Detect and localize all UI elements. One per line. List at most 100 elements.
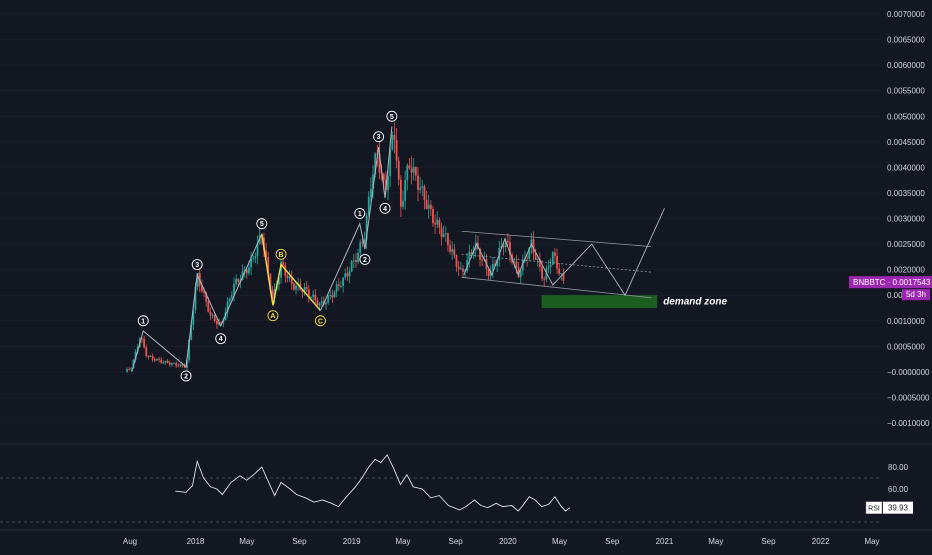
candle-body xyxy=(346,273,349,277)
price-tick-label: 0.0035000 xyxy=(887,189,925,198)
candle-body xyxy=(440,227,443,238)
candle-body xyxy=(444,233,447,235)
candle-body xyxy=(207,301,210,313)
price-tick-label: −0.0005000 xyxy=(887,393,930,402)
rsi-tick-label: 60.00 xyxy=(888,485,909,494)
candle-body xyxy=(402,200,404,207)
candle-body xyxy=(370,188,372,197)
wave-label-circle xyxy=(359,253,371,265)
candle-body xyxy=(222,320,225,323)
wave-label-circle xyxy=(137,315,149,327)
candle-body xyxy=(549,264,552,267)
candle-body xyxy=(417,175,419,190)
candle-body xyxy=(408,165,411,169)
time-tick-label: 2021 xyxy=(656,537,674,546)
candle-body xyxy=(177,365,180,367)
candle-body xyxy=(192,309,195,325)
candle-body xyxy=(359,242,362,253)
candle-body xyxy=(562,273,565,281)
candle-body xyxy=(447,233,449,246)
countdown-label: 5d 3h xyxy=(906,290,926,299)
time-tick-label: May xyxy=(552,537,567,546)
candle-body xyxy=(179,364,182,367)
candles-layer xyxy=(126,122,565,373)
candle-body xyxy=(318,303,321,306)
time-tick-label: Sep xyxy=(761,537,776,546)
candle-body xyxy=(141,338,143,340)
wave-label-text: 4 xyxy=(383,206,387,213)
candle-body xyxy=(254,256,257,259)
rsi-pane: 80.00 60.00 RSI 39.93 xyxy=(0,454,913,523)
wave-labels-layer: 1 2 3 4 5 A B C 1 2 3 4 5 xyxy=(137,110,398,382)
candle-body xyxy=(325,302,327,305)
rsi-value-tag xyxy=(883,501,913,514)
candle-body xyxy=(286,275,289,279)
candle-body xyxy=(280,261,282,278)
candle-body xyxy=(357,252,359,263)
wave-label-text: 2 xyxy=(184,373,188,380)
candle-body xyxy=(558,268,561,274)
candle-body xyxy=(237,278,240,282)
candle-body xyxy=(320,301,323,304)
candle-body xyxy=(168,362,171,365)
abc-correction-line xyxy=(261,233,321,311)
candle-body xyxy=(423,186,426,200)
candle-body xyxy=(539,259,541,267)
candle-body xyxy=(158,358,160,360)
candle-body xyxy=(500,245,503,248)
candle-body xyxy=(378,153,381,173)
rsi-tick-label: 80.00 xyxy=(888,463,909,472)
candle-body xyxy=(288,276,291,279)
candle-body xyxy=(156,358,158,361)
candle-body xyxy=(151,356,154,360)
candle-body xyxy=(271,290,274,299)
candle-body xyxy=(455,255,458,267)
wave-label-text: 3 xyxy=(195,262,199,269)
candle-body xyxy=(183,365,186,368)
candle-body xyxy=(350,261,353,272)
candle-body xyxy=(382,173,385,181)
time-tick-label: May xyxy=(395,537,410,546)
demand-zone-rect xyxy=(541,295,658,308)
candle-body xyxy=(425,199,428,209)
price-tick-label: 0.0030000 xyxy=(887,215,925,224)
candle-body xyxy=(316,300,319,306)
wave-label-circle xyxy=(267,310,279,322)
candle-body xyxy=(541,266,543,279)
price-tick-label: 0.0025000 xyxy=(887,240,925,249)
candle-body xyxy=(442,234,445,238)
axes-layer: 0.0070000 0.0065000 0.0060000 0.0055000 0.00… xyxy=(123,10,930,546)
wave-label-circle xyxy=(379,202,391,214)
candle-body xyxy=(453,249,456,256)
candle-body xyxy=(226,301,229,313)
wave-label-circle xyxy=(386,110,398,122)
candle-body xyxy=(241,271,244,281)
wave-label-text: 5 xyxy=(260,221,264,228)
candle-body xyxy=(292,283,295,290)
candle-body xyxy=(245,269,248,274)
candle-body xyxy=(200,285,203,292)
price-tick-label: 0.0050000 xyxy=(887,112,925,121)
price-tick-label: 0.0005000 xyxy=(887,342,925,351)
candle-body xyxy=(147,355,150,357)
wave-label-text: A xyxy=(270,313,275,320)
candle-body xyxy=(128,369,131,370)
candle-body xyxy=(367,196,370,216)
time-tick-label: Sep xyxy=(292,537,307,546)
wave-label-text: B xyxy=(279,252,284,259)
candle-body xyxy=(188,339,190,360)
candle-body xyxy=(372,174,374,189)
countdown-tag xyxy=(902,289,930,301)
candle-body xyxy=(496,259,499,266)
candle-body xyxy=(470,252,473,255)
candle-body xyxy=(414,166,417,176)
candle-body xyxy=(391,135,394,149)
wave-label-circle xyxy=(354,207,366,219)
candle-body xyxy=(547,266,550,269)
candle-body xyxy=(220,322,223,324)
wave-label-circle xyxy=(275,248,287,260)
candle-body xyxy=(348,271,351,277)
price-tick-label: −0.0010000 xyxy=(887,419,930,428)
candle-body xyxy=(434,223,437,225)
